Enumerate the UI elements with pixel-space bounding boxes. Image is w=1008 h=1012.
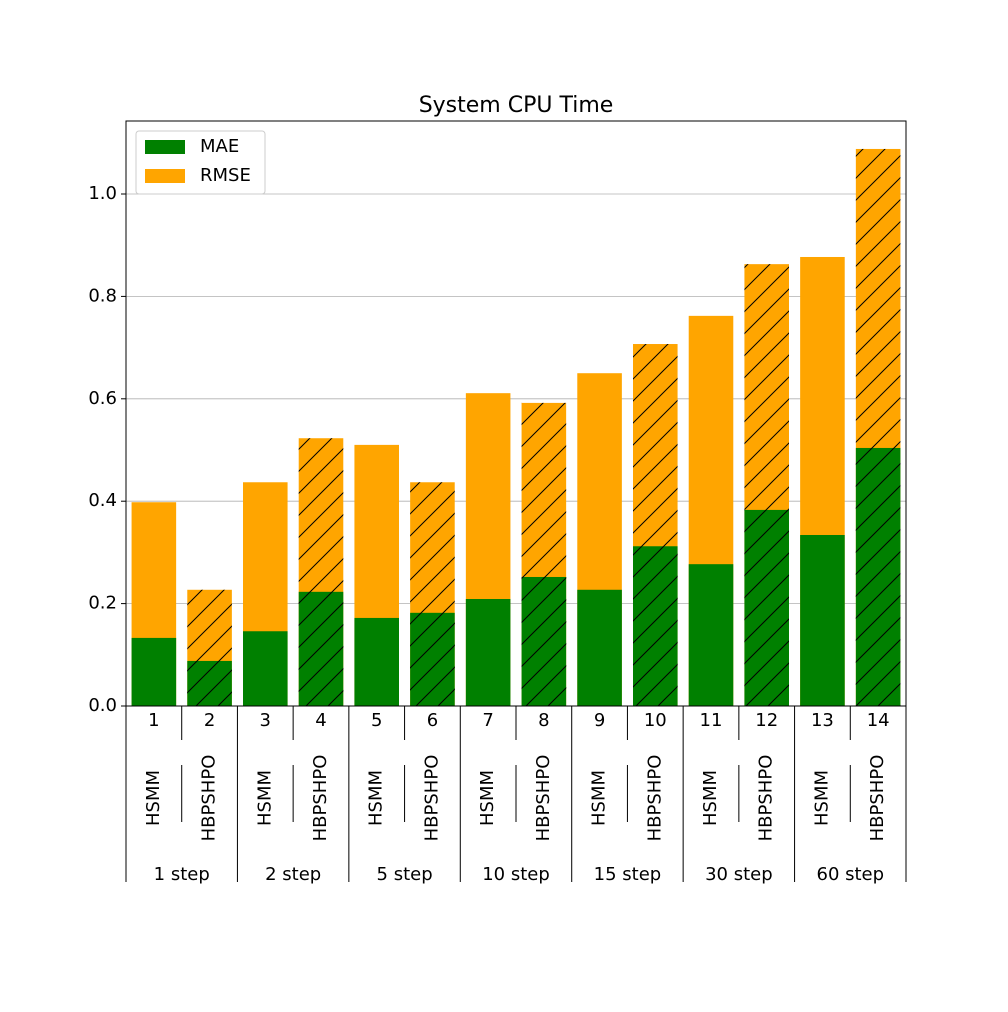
- group-label: 30 step: [705, 864, 773, 885]
- x-tick-label: 13: [811, 710, 834, 731]
- method-label: HSMM: [477, 770, 498, 826]
- y-tick-label: 0.4: [88, 490, 117, 511]
- method-label: HBPSHPO: [533, 755, 554, 842]
- legend-label: RMSE: [200, 165, 251, 186]
- bar-hatch: [855, 447, 901, 706]
- group-label: 10 step: [482, 864, 550, 885]
- y-tick-label: 0.2: [88, 593, 117, 614]
- method-label: HBPSHPO: [421, 755, 442, 842]
- method-label: HBPSHPO: [867, 755, 888, 842]
- y-tick-label: 1.0: [88, 183, 117, 204]
- bar: [800, 534, 845, 706]
- x-tick-label: 2: [204, 710, 215, 731]
- x-tick-label: 7: [482, 710, 493, 731]
- x-tick-label: 11: [700, 710, 723, 731]
- x-tick-label: 3: [260, 710, 271, 731]
- group-label: 60 step: [817, 864, 885, 885]
- x-tick-label: 6: [427, 710, 438, 731]
- bar-hatch: [521, 576, 567, 706]
- group-label: 2 step: [265, 864, 321, 885]
- group-label: 15 step: [594, 864, 662, 885]
- method-label: HSMM: [589, 770, 610, 826]
- y-tick-label: 0.8: [88, 285, 117, 306]
- method-label: HSMM: [254, 770, 275, 826]
- x-tick-label: 4: [315, 710, 326, 731]
- method-label: HSMM: [143, 770, 164, 826]
- group-label: 5 step: [377, 864, 433, 885]
- bar: [465, 598, 511, 706]
- x-tick-label: 10: [644, 710, 667, 731]
- y-tick-label: 0.0: [88, 695, 117, 716]
- method-label: HBPSHPO: [756, 755, 777, 842]
- bar-hatch: [410, 612, 455, 706]
- legend-label: MAE: [200, 136, 239, 157]
- method-label: HSMM: [366, 770, 387, 826]
- bar-hatch: [744, 509, 789, 706]
- chart-title: System CPU Time: [419, 93, 614, 118]
- bar: [243, 631, 288, 706]
- x-tick-label: 8: [538, 710, 549, 731]
- method-label: HBPSHPO: [310, 755, 331, 842]
- bar-hatch: [298, 591, 344, 706]
- x-tick-label: 1: [148, 710, 159, 731]
- legend-swatch: [145, 169, 185, 183]
- bar: [688, 564, 734, 706]
- x-tick-label: 5: [371, 710, 382, 731]
- bar: [131, 637, 177, 706]
- bar-hatch: [633, 546, 678, 706]
- bar-hatch: [187, 660, 232, 706]
- x-tick-label: 12: [755, 710, 778, 731]
- bar: [577, 589, 622, 706]
- method-label: HSMM: [811, 770, 832, 826]
- method-label: HBPSHPO: [199, 755, 220, 842]
- bar: [354, 617, 399, 706]
- group-label: 1 step: [154, 864, 210, 885]
- x-tick-label: 9: [594, 710, 605, 731]
- x-tick-label: 14: [867, 710, 890, 731]
- legend-swatch: [145, 140, 185, 154]
- method-label: HSMM: [700, 770, 721, 826]
- method-label: HBPSHPO: [644, 755, 665, 842]
- y-tick-label: 0.6: [88, 388, 117, 409]
